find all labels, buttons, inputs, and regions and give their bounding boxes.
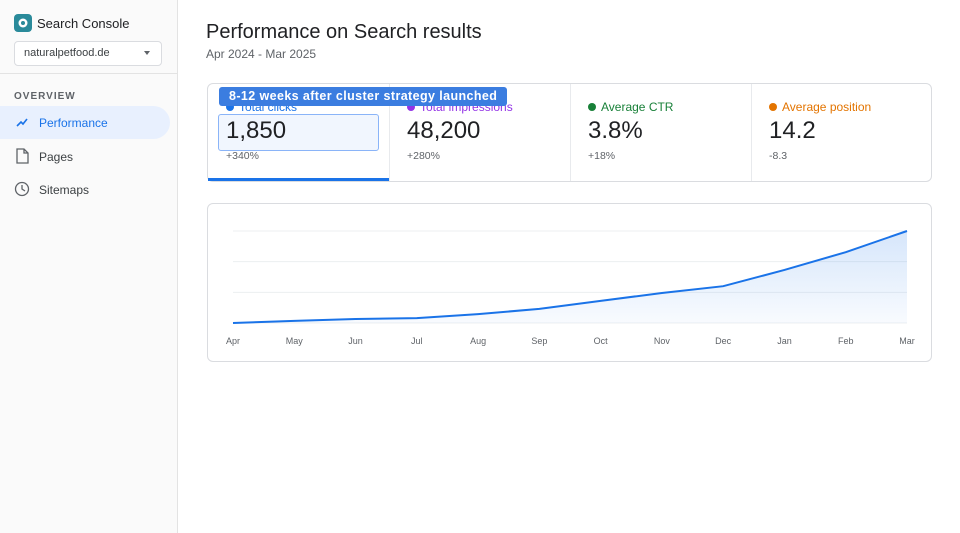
date-range: Apr 2024 - Mar 2025	[206, 47, 317, 61]
nav-label: Performance	[39, 116, 108, 130]
chart-card: Apr May Jun Jul Aug Sep Oct Nov Dec Jan Feb Mar	[207, 203, 932, 362]
metric[interactable]: Average CTR 3.8% +18%	[570, 84, 752, 181]
metric-change: +280%	[407, 150, 440, 162]
app-logo	[14, 14, 32, 32]
nav-item[interactable]: Pages	[0, 140, 170, 173]
metric-label: Average CTR	[588, 100, 673, 114]
metric-label-text: Average CTR	[601, 100, 674, 114]
x-tick-label: Apr	[226, 336, 240, 346]
metric-value: 1,850	[226, 117, 287, 144]
selected-bar	[208, 178, 389, 181]
divider	[0, 73, 177, 74]
x-tick-label: Jul	[411, 336, 423, 346]
page-title: Performance on Search results	[206, 21, 482, 43]
metric-value: 14.2	[769, 117, 816, 144]
x-tick-label: Nov	[654, 336, 671, 346]
highlight-box	[218, 114, 379, 151]
metric-value: 48,200	[407, 117, 481, 144]
metric[interactable]: Average position 14.2 -8.3	[751, 84, 932, 181]
nav-icon	[14, 181, 30, 197]
x-tick-label: Mar	[899, 336, 915, 346]
x-tick-label: Jan	[777, 336, 792, 346]
nav-label: Pages	[39, 150, 74, 164]
property-selector[interactable]: naturalpetfood.de	[14, 41, 162, 66]
nav-item[interactable]: Performance	[0, 106, 170, 139]
metric-change: -8.3	[769, 150, 788, 162]
x-tick-label: Aug	[470, 336, 486, 346]
metric-dot	[407, 103, 415, 111]
x-tick-label: Dec	[715, 336, 732, 346]
area	[233, 231, 907, 323]
sidebar: Search Console naturalpetfood.de OVERVIE…	[0, 0, 178, 533]
x-tick-label: Sep	[531, 336, 547, 346]
line	[232, 230, 908, 324]
nav-icon	[16, 118, 28, 127]
metrics-card: Total clicks 1,850 +340% Total impressio…	[207, 83, 932, 182]
metric-dot	[769, 103, 777, 111]
x-tick-label: Oct	[594, 336, 609, 346]
nav-item[interactable]: Sitemaps	[0, 173, 170, 206]
metric-label-text: Average position	[782, 100, 872, 114]
metric-value: 3.8%	[588, 117, 643, 144]
x-tick-label: Feb	[838, 336, 854, 346]
annotation: 8-12 weeks after cluster strategy launch…	[219, 87, 508, 106]
section-label: OVERVIEW	[14, 91, 76, 102]
metric-dot	[226, 103, 234, 111]
metric-change: +340%	[226, 150, 259, 162]
property-name: naturalpetfood.de	[24, 47, 110, 59]
chart: Apr May Jun Jul Aug Sep Oct Nov Dec Jan Feb Mar	[226, 230, 915, 346]
x-tick-label: May	[286, 336, 304, 346]
nav-icon	[16, 148, 29, 164]
dropdown-arrow	[144, 51, 150, 55]
nav-label: Sitemaps	[39, 183, 90, 197]
x-tick-label: Jun	[348, 336, 363, 346]
metric-dot	[588, 103, 596, 111]
app-name: Search Console	[37, 16, 130, 31]
metric-change: +18%	[588, 150, 616, 162]
metric-label: Average position	[769, 100, 871, 114]
